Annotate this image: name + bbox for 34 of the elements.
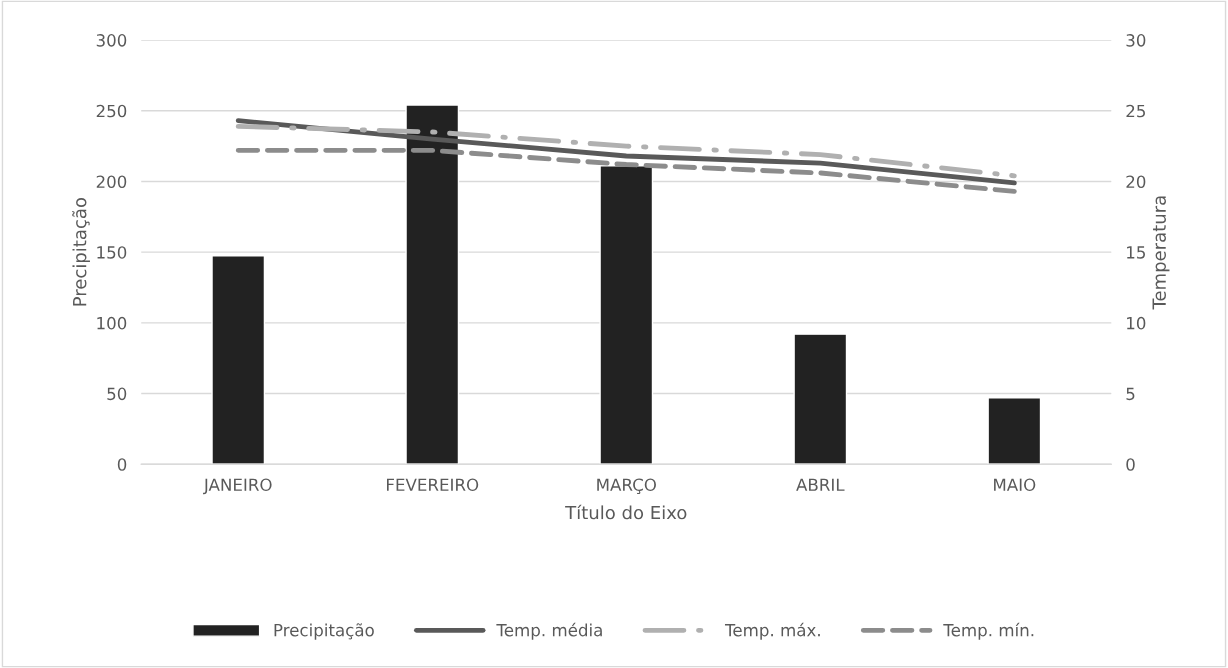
line-series bbox=[235, 147, 1017, 194]
x-tick-label: ABRIL bbox=[796, 478, 845, 491]
line-series bbox=[235, 118, 1017, 186]
y2-tick-label: 0 bbox=[1126, 458, 1135, 471]
bar bbox=[793, 333, 848, 465]
x-tick-label: JANEIRO bbox=[203, 478, 272, 495]
bar bbox=[211, 255, 266, 465]
y-tick-label: 300 bbox=[96, 34, 127, 47]
y-tick-label: 150 bbox=[97, 246, 127, 259]
legend-label: Temp. média bbox=[496, 622, 602, 640]
y2-tick-label: 10 bbox=[1127, 316, 1146, 330]
y-tick-label: 0 bbox=[117, 458, 127, 471]
y2-tick-label: 15 bbox=[1127, 246, 1145, 259]
y-tick-label: 250 bbox=[96, 104, 127, 118]
y-tick-label: 200 bbox=[96, 175, 127, 189]
y-tick-label: 50 bbox=[107, 387, 127, 401]
y2-tick-label: 20 bbox=[1126, 175, 1146, 189]
bar bbox=[599, 165, 654, 465]
y2-axis-title: Temperatura bbox=[1152, 196, 1170, 310]
x-tick-label: MAIO bbox=[994, 478, 1036, 492]
line-series bbox=[235, 123, 1017, 179]
legend-label: Temp. máx. bbox=[724, 622, 820, 640]
legend-label: Temp. mín. bbox=[943, 622, 1034, 640]
bar bbox=[405, 104, 460, 465]
x-tick-label: MARÇO bbox=[597, 478, 656, 495]
x-axis-title: Título do Eixo bbox=[565, 504, 687, 520]
y-axis-title: Precipitação bbox=[72, 198, 90, 306]
y2-tick-label: 5 bbox=[1126, 387, 1135, 401]
bar bbox=[987, 397, 1042, 465]
legend-label: Precipitação bbox=[274, 623, 374, 640]
y-tick-label: 100 bbox=[97, 316, 127, 330]
x-tick-label: FEVEREIRO bbox=[387, 478, 479, 492]
y2-tick-label: 25 bbox=[1126, 104, 1145, 118]
y2-tick-label: 30 bbox=[1126, 34, 1146, 47]
